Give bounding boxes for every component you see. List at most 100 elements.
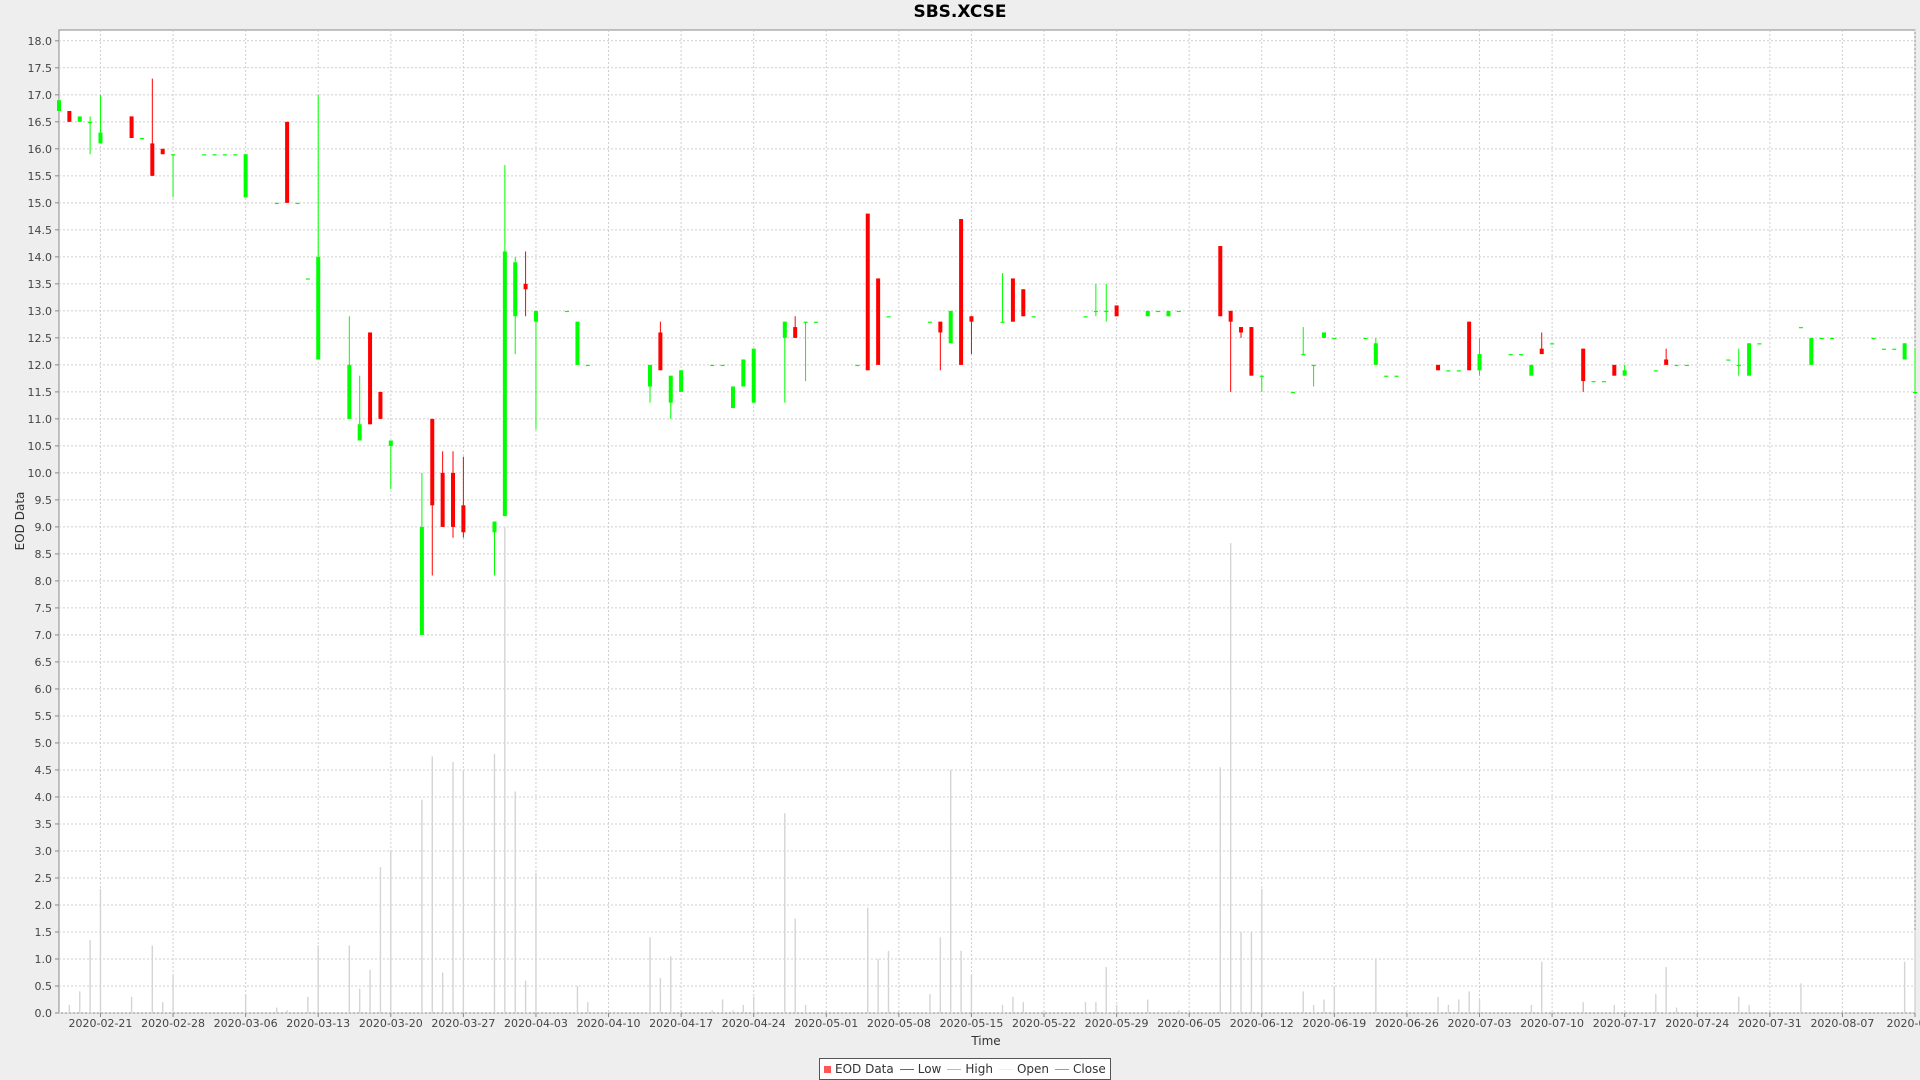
x-axis-label: Time (970, 1034, 1000, 1048)
candle-body (1674, 364, 1679, 367)
candle (585, 364, 590, 367)
candle-body (461, 505, 466, 533)
candle (368, 332, 373, 425)
y-axis-label: EOD Data (13, 492, 27, 551)
candle-body (1881, 348, 1886, 350)
candle-body (1871, 337, 1876, 340)
candle (648, 364, 653, 403)
candle-body (523, 283, 528, 290)
candle-body (243, 154, 248, 198)
candle-body (793, 327, 798, 338)
candle-body (1363, 337, 1368, 340)
y-tick-label: 5.5 (35, 710, 53, 723)
x-tick-label: 2020-07-10 (1520, 1017, 1584, 1030)
candle (668, 375, 673, 419)
legend-label: Close (1073, 1062, 1106, 1076)
candle (1311, 364, 1316, 387)
candle-body (1581, 348, 1586, 382)
x-tick-label: 2020-04-17 (649, 1017, 713, 1030)
candle (1156, 310, 1161, 313)
candle-body (1892, 348, 1897, 350)
candle-body (751, 348, 756, 403)
y-tick-label: 17.5 (28, 62, 53, 75)
candle (1902, 343, 1907, 360)
axis-layer: 0.0 0.5 1.0 1.5 2.0 2.5 3.0 3.5 4.0 4.5 5.0 5.5 6.0 6… (28, 35, 1920, 1030)
candle-body (274, 202, 279, 205)
y-tick-label: 11.0 (28, 413, 53, 426)
candle-body (1456, 370, 1461, 372)
candle-body (202, 154, 207, 156)
x-tick-label: 2020-06-05 (1157, 1017, 1221, 1030)
candle (1000, 273, 1005, 323)
candle (886, 316, 891, 318)
candle-body (1321, 332, 1326, 338)
x-tick-label: 2020-07-17 (1593, 1017, 1657, 1030)
candle (679, 370, 684, 392)
candle-body (1290, 391, 1295, 394)
candle-body (1384, 375, 1389, 377)
candle (1591, 381, 1596, 383)
candle-body (1114, 305, 1119, 317)
candle-body (1467, 321, 1472, 371)
candle (1881, 348, 1886, 350)
candle-body (1166, 310, 1171, 317)
candle-body (1612, 364, 1617, 376)
y-tick-label: 6.5 (35, 656, 53, 669)
candle (1446, 370, 1451, 372)
candle (927, 321, 932, 323)
candle-body (1529, 364, 1534, 376)
candle-body (1798, 327, 1803, 329)
y-tick-label: 4.5 (35, 764, 53, 777)
candle-body (938, 321, 943, 333)
candle-body (865, 213, 870, 371)
x-tick-label: 2020-04-10 (577, 1017, 641, 1030)
y-tick-label: 2.0 (35, 899, 53, 912)
candle-body (1218, 246, 1223, 317)
x-tick-label: 2020-03-27 (431, 1017, 495, 1030)
x-tick-label: 2020-06-19 (1302, 1017, 1366, 1030)
candle-body (347, 364, 352, 419)
y-tick-label: 7.0 (35, 629, 53, 642)
legend-item: Low (899, 1062, 941, 1076)
candle-body (150, 143, 155, 176)
candle (813, 321, 818, 323)
candle (202, 154, 207, 156)
candle-body (295, 202, 300, 205)
candle (67, 111, 72, 122)
plot-background (58, 29, 1916, 1014)
x-tick-label: 2020-07-24 (1665, 1017, 1729, 1030)
candle-body (575, 321, 580, 365)
x-tick-label: 2020-05-08 (867, 1017, 931, 1030)
candle-body (77, 116, 82, 122)
volume-layer (68, 526, 1916, 1013)
candle (1010, 278, 1015, 322)
x-tick-label: 2020-08-1 (1887, 1017, 1920, 1030)
candle-body (1176, 310, 1181, 313)
candle-body (1747, 343, 1752, 376)
x-tick-label: 2020-07-31 (1738, 1017, 1802, 1030)
candle-body (368, 332, 373, 425)
candle (98, 94, 103, 144)
candle-body (1830, 337, 1835, 340)
candle-body (710, 364, 715, 367)
candle-body (1156, 310, 1161, 313)
candle (502, 165, 507, 517)
candle (1093, 283, 1098, 317)
y-tick-label: 4.0 (35, 791, 53, 804)
candle-body (430, 418, 435, 506)
candle (316, 94, 321, 360)
candle-body (648, 364, 653, 387)
candle (233, 154, 238, 156)
candle (865, 213, 870, 371)
candle (1612, 364, 1617, 376)
candle-body (1145, 310, 1150, 317)
candle (222, 154, 227, 156)
candle-body (658, 332, 663, 371)
candle-body (316, 256, 321, 360)
x-tick-label: 2020-08-07 (1810, 1017, 1874, 1030)
candle (295, 202, 300, 205)
candle-body (57, 100, 61, 112)
candle (305, 278, 310, 280)
candle-body (1726, 359, 1731, 361)
candle (1384, 375, 1389, 377)
